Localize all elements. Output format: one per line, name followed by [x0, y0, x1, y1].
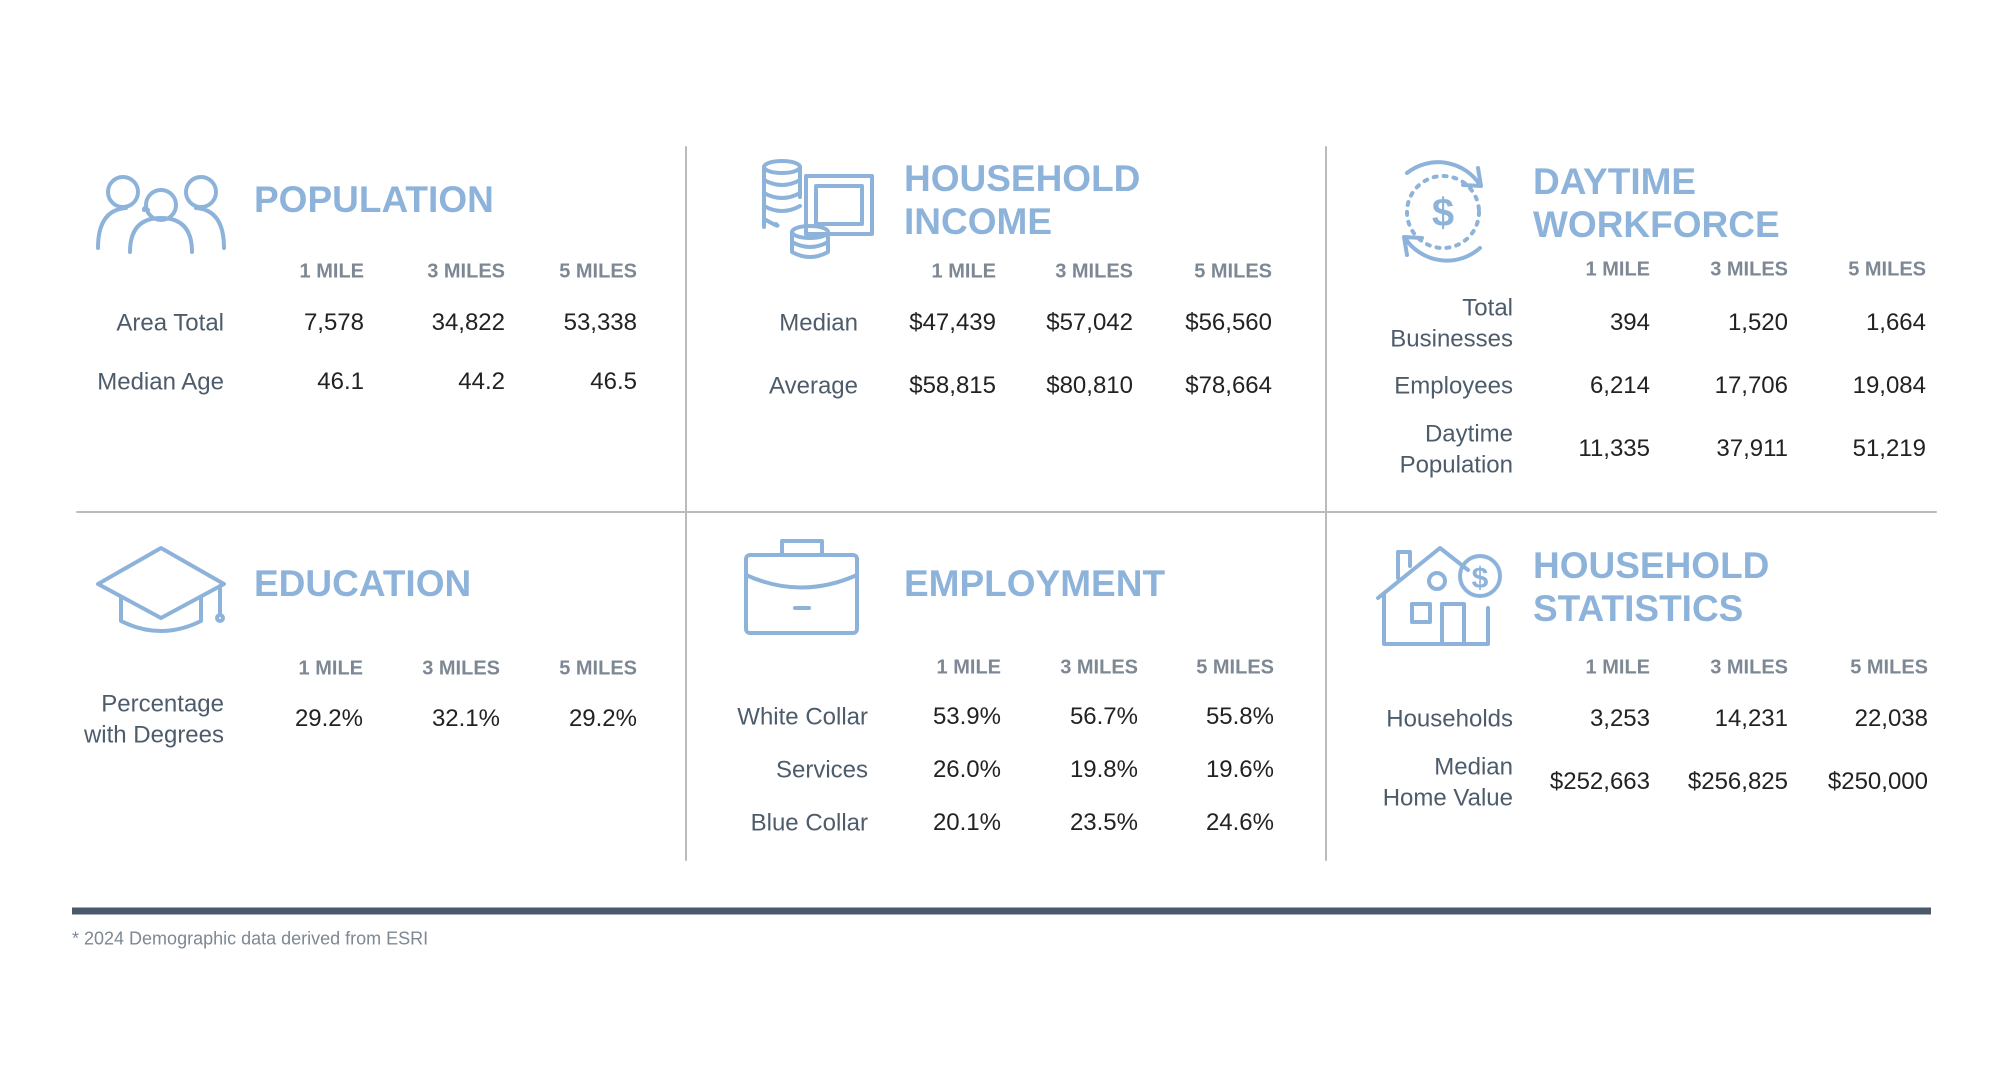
cell-value: 26.0% [932, 756, 1001, 783]
row-label: White Collar [737, 703, 868, 731]
row-label: Businesses [1390, 325, 1513, 352]
section-title: STATISTICS [1533, 588, 1744, 629]
income-icon [762, 159, 874, 259]
cell-value: 3,253 [1589, 705, 1650, 732]
cell-value: 44.2 [458, 368, 505, 395]
cell-value: $78,664 [1185, 372, 1272, 399]
cell-value: 53.9% [932, 703, 1001, 730]
column-header: 5 MILES [1194, 260, 1272, 283]
cell-value: 34,822 [431, 309, 505, 336]
cell-value: $250,000 [1827, 768, 1928, 795]
cell-value: $58,815 [909, 372, 996, 399]
row-label: Blue Collar [750, 809, 868, 837]
cell-value: 7,578 [303, 309, 364, 336]
population-icon [96, 175, 226, 254]
workforce-icon: $ [1402, 160, 1483, 263]
row-label: Total [1462, 294, 1513, 321]
cell-value: 14,231 [1714, 705, 1788, 732]
column-header: 5 MILES [1850, 656, 1928, 679]
row-label: Area Total [116, 309, 224, 337]
cell-value: 53,338 [563, 309, 637, 336]
column-header: 3 MILES [1710, 656, 1788, 679]
svg-text:$: $ [1432, 191, 1454, 235]
cell-value: $56,560 [1185, 309, 1272, 336]
education-icon [96, 546, 226, 633]
cell-value: 51,219 [1852, 435, 1926, 462]
row-label: Median Age [97, 368, 224, 396]
cell-value: 29.2% [294, 705, 363, 732]
cell-value: 46.5 [590, 368, 637, 395]
column-header: 3 MILES [422, 657, 500, 680]
row-label: Percentage [101, 690, 224, 717]
cell-value: $252,663 [1549, 768, 1650, 795]
cell-value: 20.1% [932, 809, 1001, 836]
row-label: Services [775, 756, 868, 784]
cell-value: 23.5% [1069, 809, 1138, 836]
column-header: 5 MILES [1196, 656, 1274, 679]
cell-value: 19,084 [1852, 372, 1926, 399]
footnote: * 2024 Demographic data derived from ESR… [72, 928, 429, 949]
svg-text:$: $ [1472, 562, 1489, 595]
row-label: Employees [1394, 372, 1513, 400]
column-header: 5 MILES [1848, 258, 1926, 281]
row-label: Population [1399, 451, 1513, 478]
cell-value: 394 [1609, 309, 1650, 336]
column-header: 1 MILE [931, 260, 996, 283]
cell-value: 19.8% [1069, 756, 1138, 783]
row-label: with Degrees [83, 721, 224, 748]
cell-value: 56.7% [1069, 703, 1138, 730]
cell-value: $256,825 [1687, 768, 1788, 795]
row-label: Median [1434, 753, 1513, 780]
column-header: 3 MILES [1055, 260, 1133, 283]
cell-value: 55.8% [1205, 703, 1274, 730]
cell-value: 19.6% [1205, 756, 1274, 783]
cell-value: 1,664 [1865, 309, 1926, 336]
cell-value: $80,810 [1046, 372, 1133, 399]
household-icon: $ [1376, 546, 1502, 646]
cell-value: 46.1 [317, 368, 364, 395]
column-header: 3 MILES [427, 260, 505, 283]
column-header: 5 MILES [559, 260, 637, 283]
column-header: 1 MILE [298, 657, 363, 680]
section-title: WORKFORCE [1533, 204, 1780, 245]
column-header: 5 MILES [559, 657, 637, 680]
column-header: 1 MILE [1585, 656, 1650, 679]
cell-value: 6,214 [1589, 372, 1650, 399]
row-label: Households [1386, 705, 1513, 733]
cell-value: 11,335 [1578, 435, 1650, 462]
column-header: 1 MILE [936, 656, 1001, 679]
cell-value: 32.1% [431, 705, 500, 732]
cell-value: $47,439 [909, 309, 996, 336]
section-title: HOUSEHOLD [904, 158, 1141, 199]
cell-value: 1,520 [1727, 309, 1788, 336]
cell-value: 22,038 [1854, 705, 1928, 732]
row-label: Daytime [1424, 420, 1513, 447]
column-header: 1 MILE [1585, 258, 1650, 281]
cell-value: $57,042 [1046, 309, 1133, 336]
section-title: DAYTIME [1533, 161, 1697, 202]
cell-value: 37,911 [1716, 435, 1788, 462]
section-title: EMPLOYMENT [904, 563, 1166, 604]
employment-icon [744, 539, 859, 635]
cell-value: 17,706 [1714, 372, 1788, 399]
section-title: HOUSEHOLD [1533, 545, 1770, 586]
row-label: Home Value [1382, 784, 1513, 811]
section-title: POPULATION [254, 179, 494, 220]
cell-value: 29.2% [568, 705, 637, 732]
cell-value: 24.6% [1205, 809, 1274, 836]
column-header: 1 MILE [299, 260, 364, 283]
row-label: Median [779, 309, 858, 337]
column-header: 3 MILES [1060, 656, 1138, 679]
column-header: 3 MILES [1710, 258, 1788, 281]
section-title: INCOME [904, 201, 1052, 242]
row-label: Average [769, 372, 858, 400]
section-title: EDUCATION [254, 563, 472, 604]
